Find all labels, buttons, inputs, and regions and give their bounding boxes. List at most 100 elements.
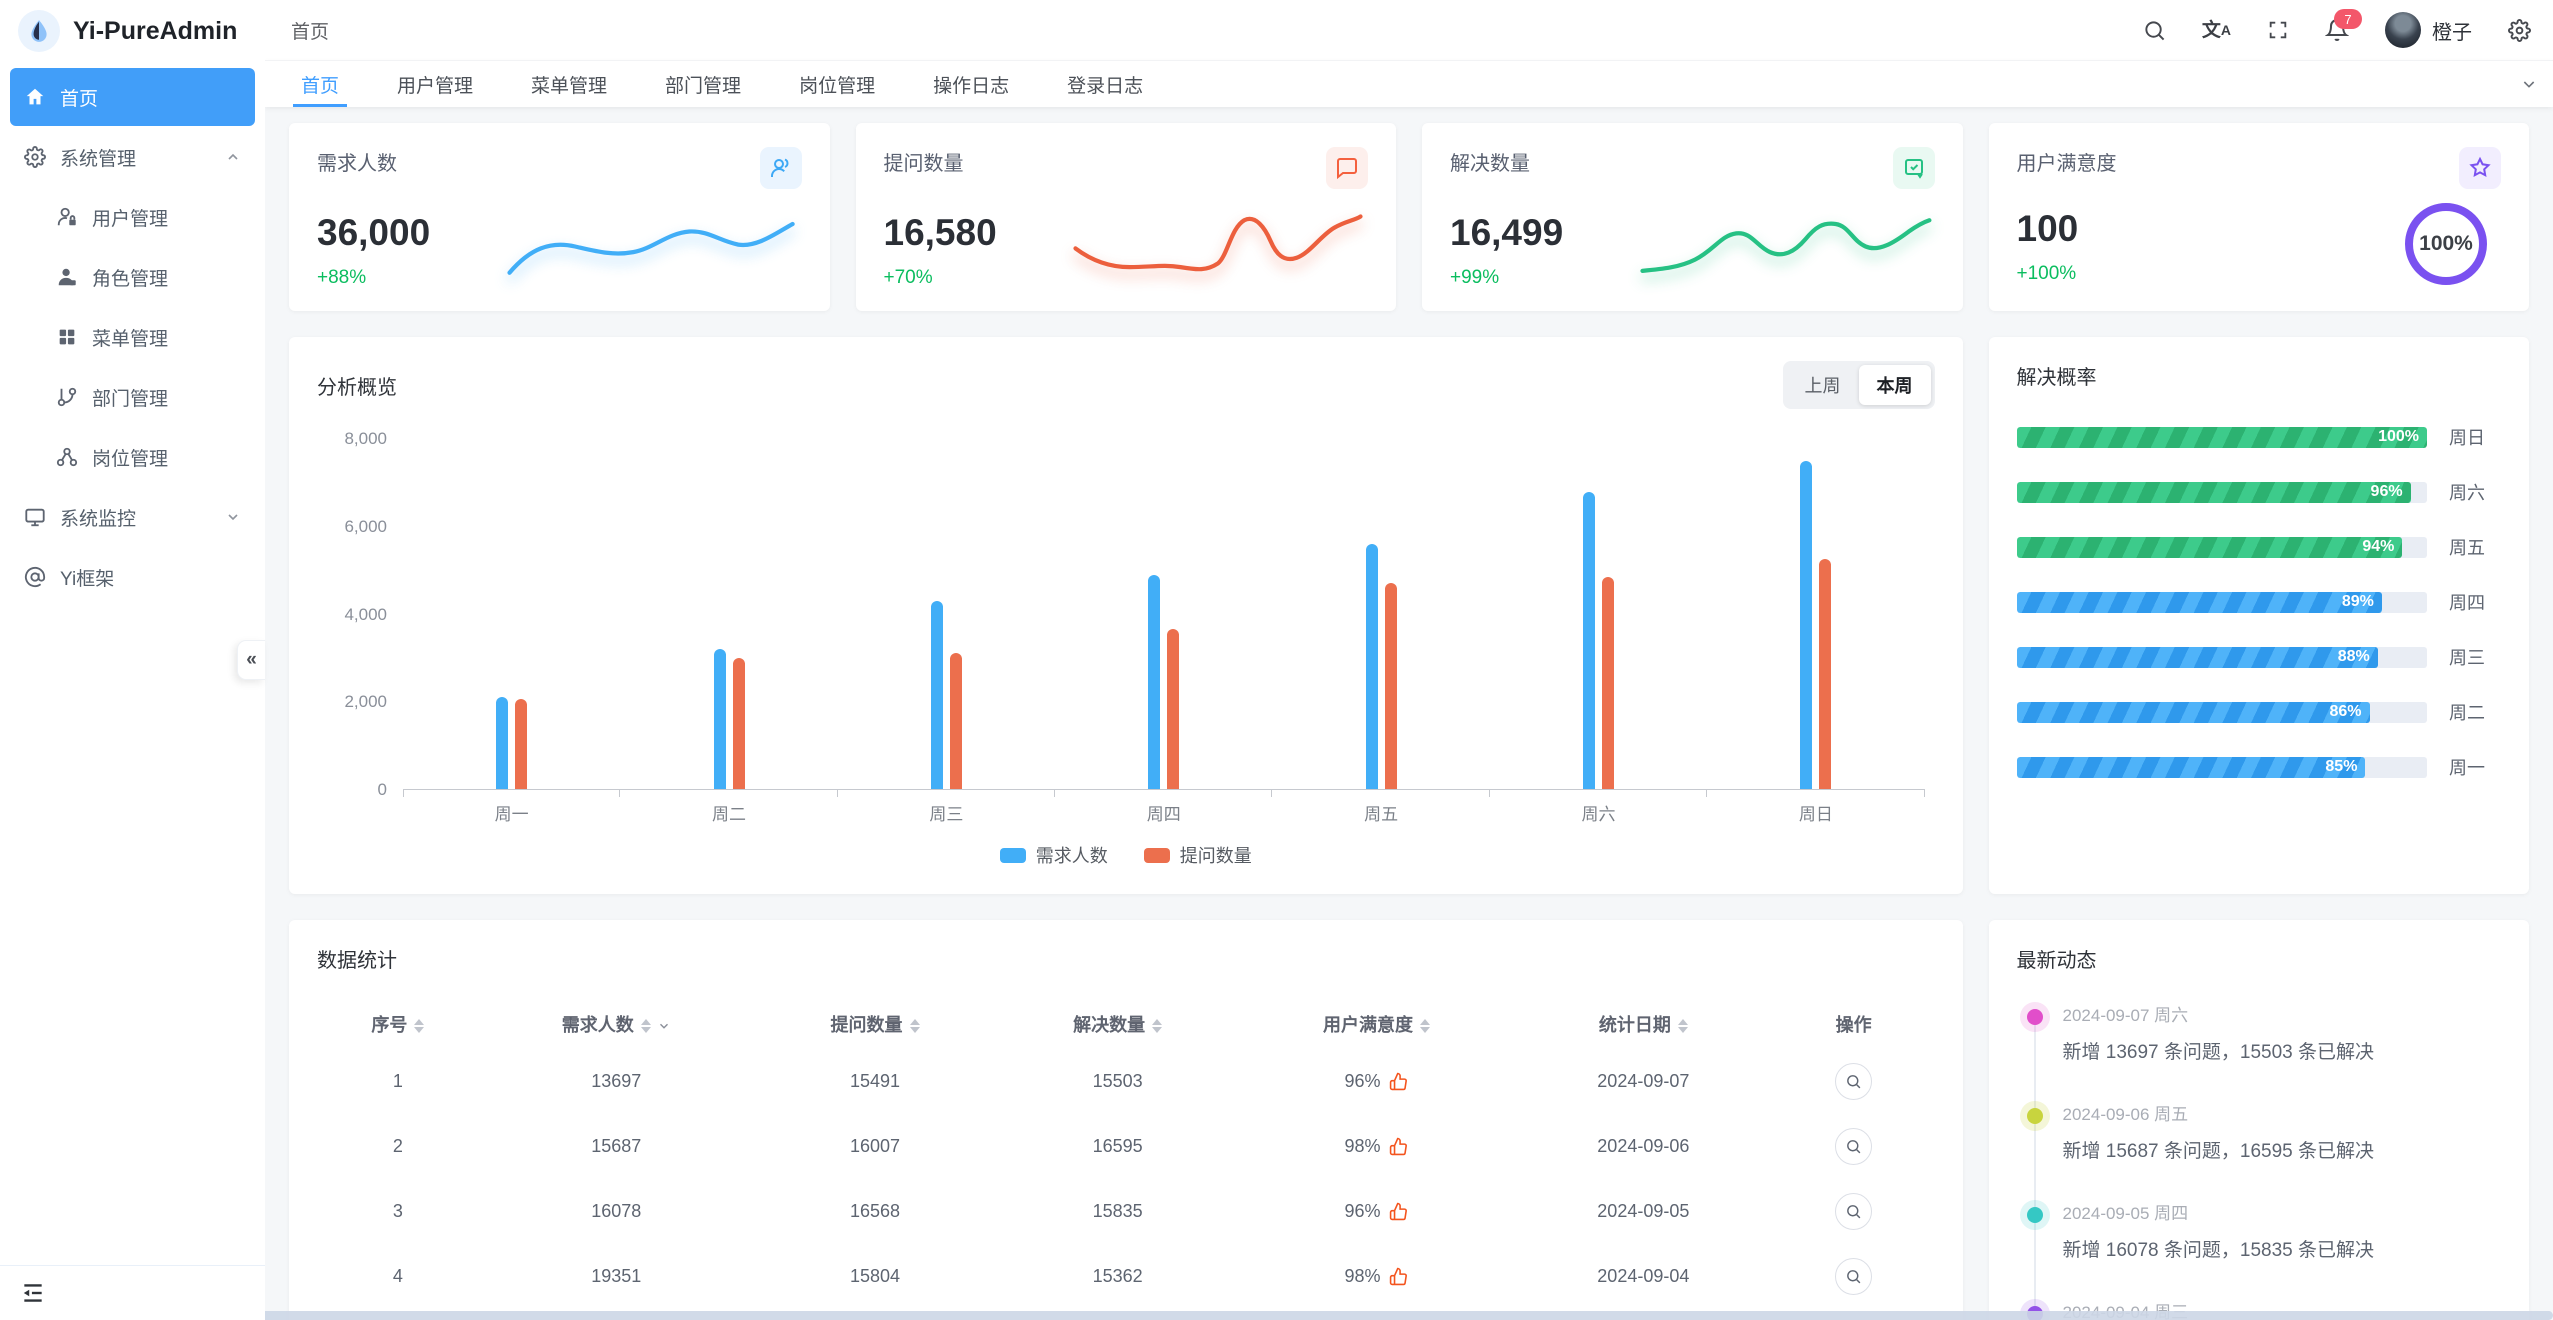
view-row-button[interactable] [1835, 1258, 1873, 1295]
search-icon[interactable] [2143, 19, 2166, 42]
tab-6[interactable]: 登录日志 [1067, 75, 1144, 97]
filter-chevron-icon[interactable] [657, 1019, 671, 1033]
tab-1[interactable]: 用户管理 [397, 75, 474, 97]
progress-fill: 94% [2016, 536, 2403, 558]
legend-swatch [999, 847, 1026, 863]
table-cell: 1 [392, 1071, 403, 1091]
sidebar-item-label: 系统管理 [60, 148, 137, 170]
app-title: Yi-PureAdmin [73, 16, 238, 45]
user-menu[interactable]: 橙子 [2385, 12, 2472, 48]
solved-icon [1892, 147, 1935, 189]
view-row-button[interactable] [1835, 1193, 1873, 1230]
view-row-button[interactable] [1835, 1063, 1873, 1100]
settings-gear-icon[interactable] [2508, 18, 2531, 42]
thumb-icon [1389, 1202, 1408, 1221]
view-row-button[interactable] [1835, 1128, 1873, 1165]
progress-fill: 100% [2016, 426, 2427, 448]
x-tick-label: 周六 [1490, 790, 1708, 826]
bar-提问数量-周一 [515, 699, 528, 789]
bar-需求人数-周日 [1800, 460, 1813, 789]
sidebar-collapse-handle[interactable]: « [237, 640, 265, 680]
table-cell: 15503 [1092, 1071, 1143, 1091]
legend-label: 提问数量 [1179, 846, 1252, 866]
bar-plot [403, 439, 1925, 790]
legend-item[interactable]: 需求人数 [999, 842, 1108, 868]
column-header[interactable]: 用户满意度 [1239, 999, 1514, 1049]
y-axis: 8,000 6,000 4,000 2,000 0 [344, 429, 387, 799]
table-row: 3 16078 16568 15835 96% 2024-09-05 [317, 1179, 1935, 1244]
sidebar-item-label: 岗位管理 [92, 448, 169, 470]
news-date: 2024-09-05 周四 [2062, 1204, 2189, 1223]
data-table: 序号 需求人数 提问数量 解决数量 用户满意度 统计日期 操作 1 13697 15491 155… [317, 999, 1935, 1320]
table-cell: 15362 [1092, 1266, 1143, 1286]
solve-rate-card: 解决概率 100% 周日 96% 周六 94% 周五 89% 周四 88% 周三 [1988, 337, 2529, 894]
progress-label: 100% [2378, 428, 2419, 445]
column-header[interactable]: 统计日期 [1514, 999, 1773, 1049]
progress-label: 88% [2337, 648, 2370, 665]
tab-2[interactable]: 菜单管理 [531, 75, 608, 97]
legend-item[interactable]: 提问数量 [1143, 842, 1252, 868]
tab-5[interactable]: 操作日志 [933, 75, 1010, 97]
sort-carets-icon[interactable] [1419, 1019, 1430, 1034]
sidebar-item-role-management[interactable]: 角色管理 [10, 248, 255, 306]
sort-carets-icon[interactable] [414, 1019, 425, 1034]
column-header: 操作 [1835, 1015, 1872, 1035]
magnifier-icon [1845, 1073, 1862, 1090]
news-item: 2024-09-07 周六 新增 13697 条问题，15503 条已解决 [2017, 1001, 2502, 1100]
x-tick-label: 周日 [1707, 790, 1925, 826]
thumb-icon [1389, 1072, 1408, 1091]
progress-label: 89% [2341, 593, 2374, 610]
tabs: 首页 用户管理 菜单管理 部门管理 岗位管理 操作日志 登录日志 [292, 61, 1201, 107]
tab-3[interactable]: 部门管理 [665, 75, 742, 97]
table-row: 1 13697 15491 15503 96% 2024-09-07 [317, 1049, 1935, 1114]
sidebar-item-yi-framework[interactable]: Yi框架 [10, 548, 255, 606]
sidebar-item-system-management[interactable]: 系统管理 [10, 128, 255, 186]
progress-day-label: 周三 [2449, 648, 2485, 668]
sort-carets-icon[interactable] [1677, 1019, 1688, 1034]
sidebar-item-system-monitor[interactable]: 系统监控 [10, 488, 255, 546]
week-toggle-option-1[interactable]: 本周 [1858, 365, 1931, 405]
table-cell: 2 [392, 1136, 403, 1156]
sidebar-item-user-management[interactable]: 用户管理 [10, 188, 255, 246]
sidebar-item-label: Yi框架 [60, 568, 115, 590]
column-header[interactable]: 解决数量 [996, 999, 1239, 1049]
sidebar-item-dept-management[interactable]: 部门管理 [10, 368, 255, 426]
sidebar-item-menu-management[interactable]: 菜单管理 [10, 308, 255, 366]
tab-0[interactable]: 首页 [292, 61, 348, 107]
sort-carets-icon[interactable] [640, 1019, 651, 1034]
stat-card-solved: 解决数量 16,499 +99% [1422, 123, 1963, 311]
sidebar-item-label: 首页 [60, 88, 99, 110]
stat-title: 用户满意度 [2016, 153, 2117, 175]
satisfaction-cell: 96% [1239, 1049, 1514, 1114]
sidebar-item-home[interactable]: 首页 [10, 68, 255, 126]
timeline-dot [2026, 1108, 2043, 1124]
fullscreen-icon[interactable] [2267, 19, 2289, 41]
menu-fold-icon[interactable] [20, 1280, 46, 1306]
sort-carets-icon[interactable] [1152, 1019, 1163, 1034]
tabs-menu-chevron-icon[interactable] [2521, 61, 2537, 107]
column-header[interactable]: 序号 [317, 999, 479, 1049]
progress-label: 96% [2370, 483, 2403, 500]
column-header[interactable]: 提问数量 [754, 999, 997, 1049]
sparkline-questions [1073, 214, 1363, 272]
notification-bell-icon[interactable]: 7 [2325, 9, 2362, 42]
column-header[interactable]: 需求人数 [479, 999, 754, 1049]
sidebar-item-post-management[interactable]: 岗位管理 [10, 428, 255, 486]
x-tick-label: 周三 [838, 790, 1056, 826]
week-toggle-option-0[interactable]: 上周 [1804, 376, 1841, 396]
progress-track: 89% [2016, 591, 2427, 613]
date-cell: 2024-09-06 [1597, 1136, 1690, 1156]
satisfaction-cell: 98% [1239, 1244, 1514, 1309]
branch-icon [56, 386, 78, 408]
sort-carets-icon[interactable] [909, 1019, 920, 1034]
news-date: 2024-09-06 周五 [2062, 1105, 2189, 1124]
tab-4[interactable]: 岗位管理 [799, 75, 876, 97]
horizontal-scrollbar[interactable] [0, 1311, 2553, 1320]
logo[interactable]: Yi-PureAdmin [0, 0, 265, 62]
data-statistics-title: 数据统计 [317, 950, 397, 972]
table-cell: 13697 [591, 1071, 642, 1091]
users-icon [759, 147, 802, 189]
news-item: 2024-09-06 周五 新增 15687 条问题，16595 条已解决 [2017, 1100, 2502, 1199]
